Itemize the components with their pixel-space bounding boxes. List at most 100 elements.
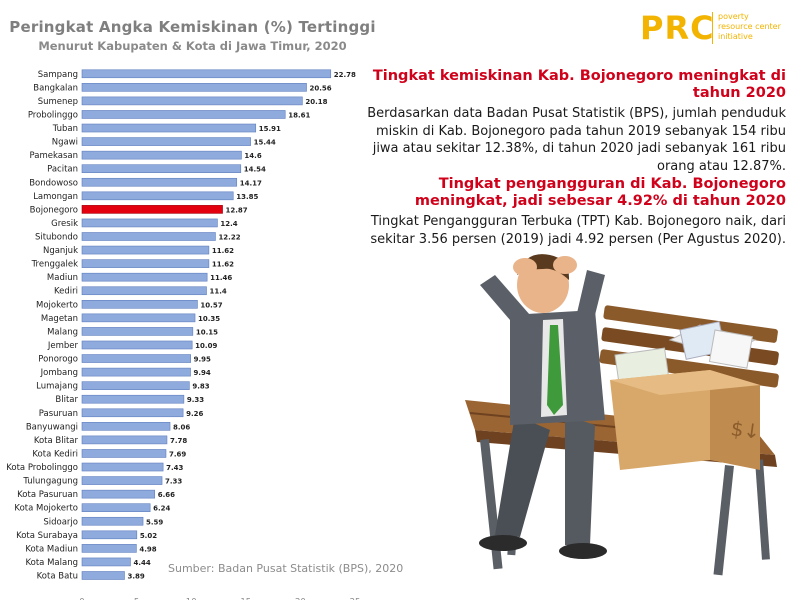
value-label: 8.06: [173, 423, 190, 431]
category-label: Gresik: [51, 219, 78, 229]
bar: [81, 110, 286, 119]
value-label: 7.43: [166, 464, 183, 472]
bar: [81, 205, 223, 214]
value-label: 5.59: [146, 518, 163, 526]
category-label: Bondowoso: [29, 178, 78, 188]
x-tick-label: 0: [79, 597, 84, 600]
sad-man-on-bench-with-box-illustration: $↓: [465, 254, 779, 576]
category-label: Kota Madiun: [25, 544, 78, 554]
bar: [81, 394, 185, 404]
x-tick-label: 25: [350, 597, 361, 600]
x-tick-label: 5: [134, 597, 139, 600]
category-label: Kota Surabaya: [16, 531, 78, 541]
value-label: 4.98: [139, 545, 156, 553]
value-label: 13.85: [236, 193, 258, 201]
value-label: 18.61: [288, 111, 310, 119]
bar: [81, 476, 163, 485]
category-label: Probolinggo: [28, 110, 78, 120]
category-label: Kota Blitar: [34, 436, 79, 446]
value-label: 7.69: [169, 450, 186, 458]
bar: [81, 191, 234, 201]
category-label: Kota Batu: [37, 572, 78, 582]
bar: [81, 435, 168, 445]
value-label: 11.4: [209, 288, 226, 296]
unemployment-body: Tingkat Pengangguran Terbuka (TPT) Kab. …: [370, 214, 786, 247]
category-label: Ngawi: [52, 138, 78, 148]
chart-source: Sumber: Badan Pusat Statistik (BPS), 202…: [168, 562, 404, 575]
bar: [81, 69, 332, 79]
bar: [81, 408, 184, 418]
poverty-heading: Tingkat kemiskinan Kab. Bojonegoro menin…: [372, 68, 786, 101]
category-label: Kota Malang: [26, 558, 79, 568]
bar: [81, 340, 193, 350]
bar: [81, 177, 238, 187]
bar: [81, 96, 303, 106]
x-tick-label: 10: [186, 597, 197, 600]
value-label: 9.33: [187, 396, 204, 404]
category-label: Banyuwangi: [26, 422, 78, 432]
bar: [81, 150, 242, 160]
unemployment-info-panel: Tingkat pengangguran di Kab. Bojonegoro …: [366, 176, 786, 248]
value-label: 9.95: [194, 356, 211, 364]
value-label: 15.44: [254, 139, 276, 147]
value-label: 12.87: [226, 206, 248, 214]
value-label: 12.22: [218, 234, 240, 242]
value-label: 11.62: [212, 247, 234, 255]
bar: [81, 449, 167, 458]
bar: [81, 232, 216, 241]
value-label: 3.89: [127, 573, 144, 581]
value-label: 10.09: [195, 342, 217, 350]
bar: [81, 516, 144, 526]
value-label: 14.17: [240, 179, 262, 187]
category-label: Bangkalan: [33, 83, 78, 93]
bar: [81, 571, 125, 580]
value-label: 4.44: [133, 559, 150, 567]
bar: [81, 354, 191, 363]
category-label: Magetan: [41, 314, 78, 324]
category-label: Sumenep: [38, 97, 78, 107]
value-label: 11.62: [212, 261, 234, 269]
bar: [81, 313, 196, 323]
bar: [81, 272, 208, 282]
x-tick-label: 20: [295, 597, 306, 600]
chart-subtitle: Menurut Kabupaten & Kota di Jawa Timur, …: [38, 39, 347, 53]
x-tick-label: 15: [240, 597, 251, 600]
value-label: 10.15: [196, 328, 218, 336]
value-label: 7.33: [165, 478, 182, 486]
category-label: Bojonegoro: [30, 205, 78, 215]
unemployment-heading: Tingkat pengangguran di Kab. Bojonegoro …: [414, 176, 786, 209]
category-label: Malang: [47, 327, 78, 337]
value-label: 14.54: [244, 166, 266, 174]
category-label: Mojokerto: [36, 300, 78, 310]
value-label: 10.35: [198, 315, 220, 323]
category-label: Madiun: [47, 273, 78, 283]
category-label: Ponorogo: [38, 355, 78, 365]
bar: [81, 462, 164, 472]
logo-letters: PRC: [640, 9, 715, 47]
value-label: 20.18: [305, 98, 327, 106]
category-label: Kota Probolinggo: [6, 463, 78, 473]
bar-chart: Sampang 22.78 Bangkalan 20.56 Sumenep 20.18 Pr…: [6, 69, 361, 600]
category-label: Sampang: [38, 70, 78, 80]
category-label: Kediri: [54, 287, 78, 297]
category-label: Blitar: [55, 395, 78, 405]
value-label: 12.4: [220, 220, 237, 228]
value-label: 14.6: [244, 152, 261, 160]
category-label: Pacitan: [47, 165, 78, 175]
value-label: 6.66: [158, 491, 175, 499]
category-label: Lamongan: [33, 192, 78, 202]
category-label: Kota Kediri: [32, 449, 78, 459]
bar: [81, 422, 171, 431]
box-label: $↓: [729, 416, 762, 444]
poverty-body: Berdasarkan data Badan Pusat Statistik (…: [367, 106, 786, 174]
category-label: Tuban: [52, 124, 78, 134]
bar: [81, 164, 242, 173]
bar: [81, 381, 190, 390]
bar: [81, 245, 210, 255]
logo-tagline-line: poverty: [718, 12, 749, 21]
value-label: 9.26: [186, 410, 203, 418]
bar: [81, 218, 218, 228]
category-label: Lumajang: [36, 382, 78, 392]
bar: [81, 530, 138, 540]
bar: [81, 503, 151, 513]
